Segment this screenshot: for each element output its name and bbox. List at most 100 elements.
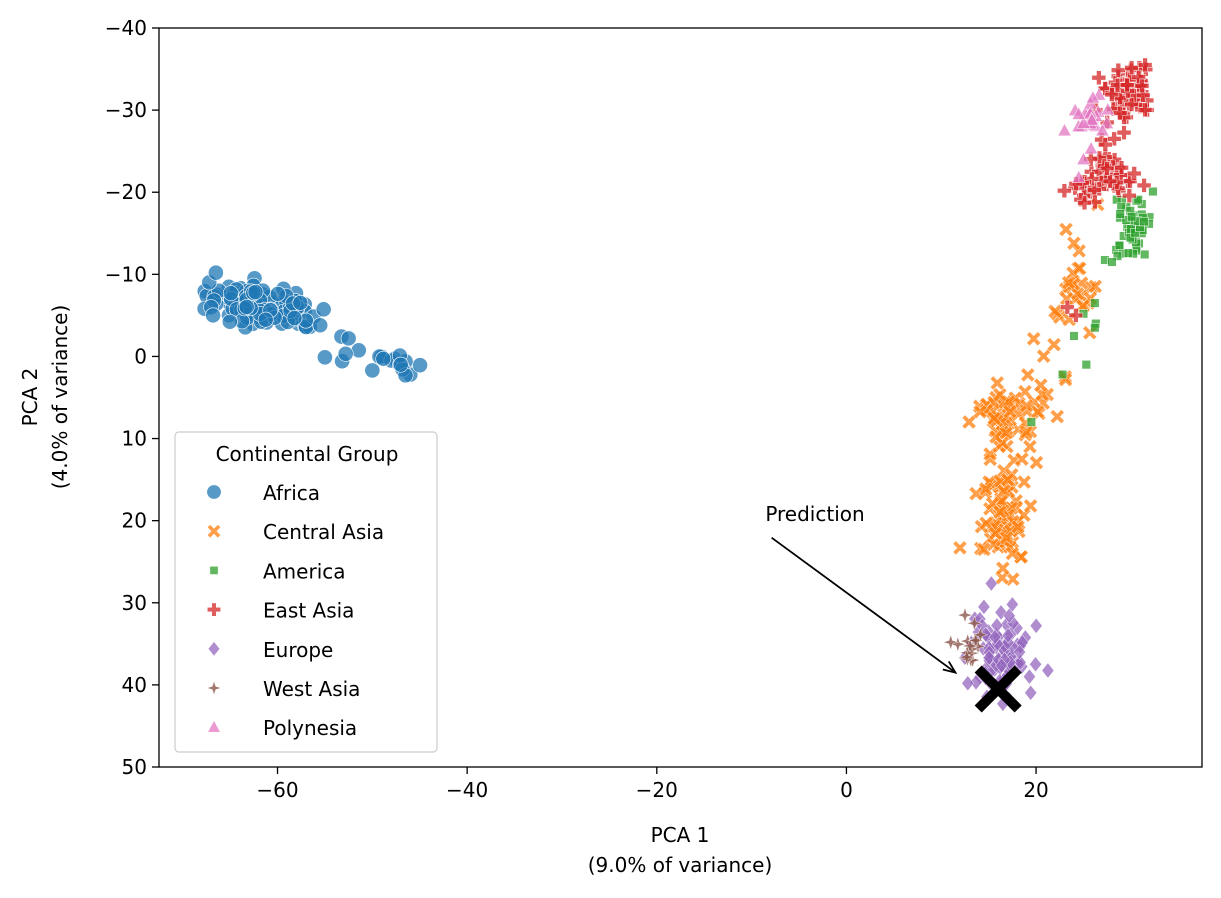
data-point <box>1057 183 1072 198</box>
data-point <box>312 317 329 334</box>
data-point <box>1102 174 1118 189</box>
data-point <box>1095 123 1110 137</box>
data-point <box>257 311 274 328</box>
data-point <box>337 345 354 362</box>
data-point <box>1077 195 1092 211</box>
data-point <box>1119 77 1135 93</box>
legend: Continental Group Africa Central Asia Amer… <box>174 431 438 753</box>
data-point <box>1013 549 1029 565</box>
data-point <box>375 350 392 367</box>
data-point <box>972 626 989 643</box>
data-point <box>1023 668 1036 685</box>
data-point <box>999 530 1014 546</box>
data-point <box>1005 596 1019 613</box>
data-point <box>988 629 1002 646</box>
legend-label: Polynesia <box>263 716 357 740</box>
data-point <box>1104 87 1120 102</box>
data-point <box>1112 105 1128 121</box>
y-axis-label-sub: (4.0% of variance) <box>48 305 72 490</box>
data-point <box>1057 123 1072 137</box>
data-point <box>1022 439 1038 454</box>
data-point <box>961 675 975 692</box>
data-point <box>992 504 1008 520</box>
data-point <box>1046 337 1062 353</box>
data-point <box>988 429 1004 445</box>
legend-label: Africa <box>263 481 320 505</box>
legend-marker <box>206 680 222 696</box>
data-point <box>269 285 286 302</box>
data-point <box>1029 617 1043 634</box>
data-point <box>995 560 1011 576</box>
legend-label: East Asia <box>263 599 354 623</box>
data-point <box>1124 60 1139 76</box>
data-point <box>1058 369 1068 380</box>
y-tick-label: 0 <box>134 344 147 368</box>
series-africa <box>196 264 428 384</box>
data-point <box>1090 323 1100 333</box>
data-point <box>1014 451 1030 467</box>
axis-labels: PCA 1 (9.0% of variance) PCA 2 (4.0% of … <box>18 305 772 877</box>
data-point <box>988 526 1003 541</box>
legend-item: Europe <box>207 638 333 662</box>
data-point <box>1029 656 1042 673</box>
legend-item: Africa <box>206 481 320 505</box>
data-point <box>221 313 238 330</box>
x-tick-label: −60 <box>256 778 298 802</box>
data-point <box>292 294 309 311</box>
legend-marker <box>206 524 222 539</box>
data-point <box>1114 240 1125 251</box>
data-point <box>1058 222 1074 237</box>
y-tick-label: −10 <box>105 262 147 286</box>
legend-item: Central Asia <box>206 520 384 544</box>
prediction-marker <box>974 665 1022 713</box>
data-point <box>978 481 994 497</box>
data-point <box>1024 684 1038 701</box>
data-point <box>1122 188 1137 203</box>
annotation: Prediction <box>765 502 958 674</box>
data-point <box>1137 102 1153 118</box>
data-point <box>1066 235 1082 251</box>
legend-marker <box>207 602 221 617</box>
data-point <box>1036 348 1051 364</box>
y-tick-label: 30 <box>122 591 147 615</box>
data-point <box>1127 212 1137 222</box>
data-point <box>1020 367 1036 383</box>
data-point <box>1026 417 1036 427</box>
data-point <box>1111 62 1126 78</box>
data-point <box>1068 308 1084 323</box>
data-point <box>1126 166 1142 181</box>
data-point <box>968 486 984 502</box>
legend-item: West Asia <box>206 677 360 701</box>
x-tick-label: 0 <box>840 778 853 802</box>
data-point <box>966 615 983 632</box>
data-point <box>1010 519 1026 535</box>
data-point <box>1023 498 1038 514</box>
ticks-layer: −60 −40 −20 0 20 −40 −30 −20 −10 0 10 20 30 40 50 <box>105 16 1049 802</box>
data-point <box>1090 298 1100 308</box>
series-polynesia <box>1057 87 1115 183</box>
legend-item: America <box>209 559 346 583</box>
legend-item: Polynesia <box>207 716 357 740</box>
data-point <box>1115 209 1125 219</box>
data-point <box>952 540 968 556</box>
data-point <box>1019 424 1034 440</box>
data-point <box>1133 195 1143 205</box>
data-point <box>1124 97 1139 112</box>
series-east-asia <box>1057 57 1155 323</box>
data-point <box>205 307 221 324</box>
data-point <box>994 604 1008 621</box>
data-point <box>1098 137 1113 152</box>
data-point <box>976 542 992 557</box>
data-point <box>1013 654 1027 671</box>
data-point <box>1041 662 1055 679</box>
data-point <box>1072 261 1088 276</box>
data-point <box>1085 90 1101 104</box>
data-point <box>1140 249 1150 260</box>
legend-items: Africa Central Asia America East Asia Europe… <box>206 481 384 740</box>
annotation-text: Prediction <box>765 502 864 526</box>
data-point <box>1107 257 1117 267</box>
plot-frame <box>158 27 1203 768</box>
data-point <box>1030 404 1045 420</box>
x-tick-label: −20 <box>636 778 678 802</box>
